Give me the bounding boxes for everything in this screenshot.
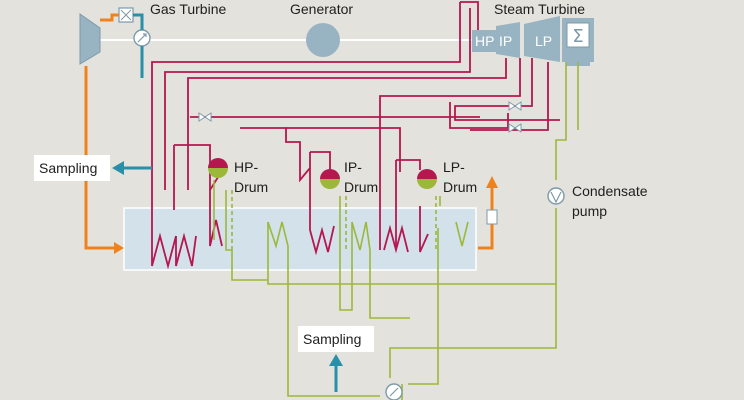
gas-turbine-label: Gas Turbine — [150, 1, 226, 17]
water-dashed-lines — [231, 190, 437, 250]
svg-text:Σ: Σ — [572, 26, 583, 47]
water-lines — [213, 62, 579, 400]
lp-drum-label-line2: Drum — [443, 179, 477, 195]
generator-label: Generator — [290, 1, 353, 17]
hp-label: HP — [475, 33, 494, 49]
condensate-pump-label-line2: pump — [572, 203, 607, 219]
ip-label: IP — [499, 33, 512, 49]
hp-drum-icon — [208, 158, 228, 178]
steam-turbine-label: Steam Turbine — [494, 1, 585, 17]
hp-turbine — [472, 30, 496, 52]
lp-drum-label-line1: LP- — [443, 159, 465, 175]
ip-turbine — [496, 22, 520, 58]
sampling-left-box — [34, 155, 110, 181]
condensate-pump-icon — [547, 187, 565, 205]
steam-lines — [151, 1, 560, 270]
flue-gas-inlet-arrow — [114, 242, 124, 254]
hp-drum-label-line2: Drum — [234, 179, 268, 195]
generator-icon — [306, 23, 340, 57]
ip-drum-label-line1: IP- — [344, 159, 362, 175]
ip-drum-icon — [320, 169, 340, 189]
condensate-pump-label-line1: Condensate — [572, 183, 648, 199]
sampling-left-label: Sampling — [39, 160, 97, 176]
ip-drum-label-line2: Drum — [344, 179, 378, 195]
lp-drum-icon — [417, 169, 437, 189]
steam-valves — [198, 101, 522, 133]
lp-turbine — [524, 16, 560, 62]
gas-turbine-icon — [79, 13, 101, 65]
sampling-bottom-arrow — [329, 354, 343, 366]
sampling-bottom-box — [298, 326, 374, 352]
hp-drum-label-line1: HP- — [234, 159, 258, 175]
sampling-bottom-label: Sampling — [303, 331, 361, 347]
stack-arrow — [486, 176, 498, 188]
sampling-left-arrow — [112, 161, 124, 175]
lp-label: LP — [535, 33, 552, 49]
